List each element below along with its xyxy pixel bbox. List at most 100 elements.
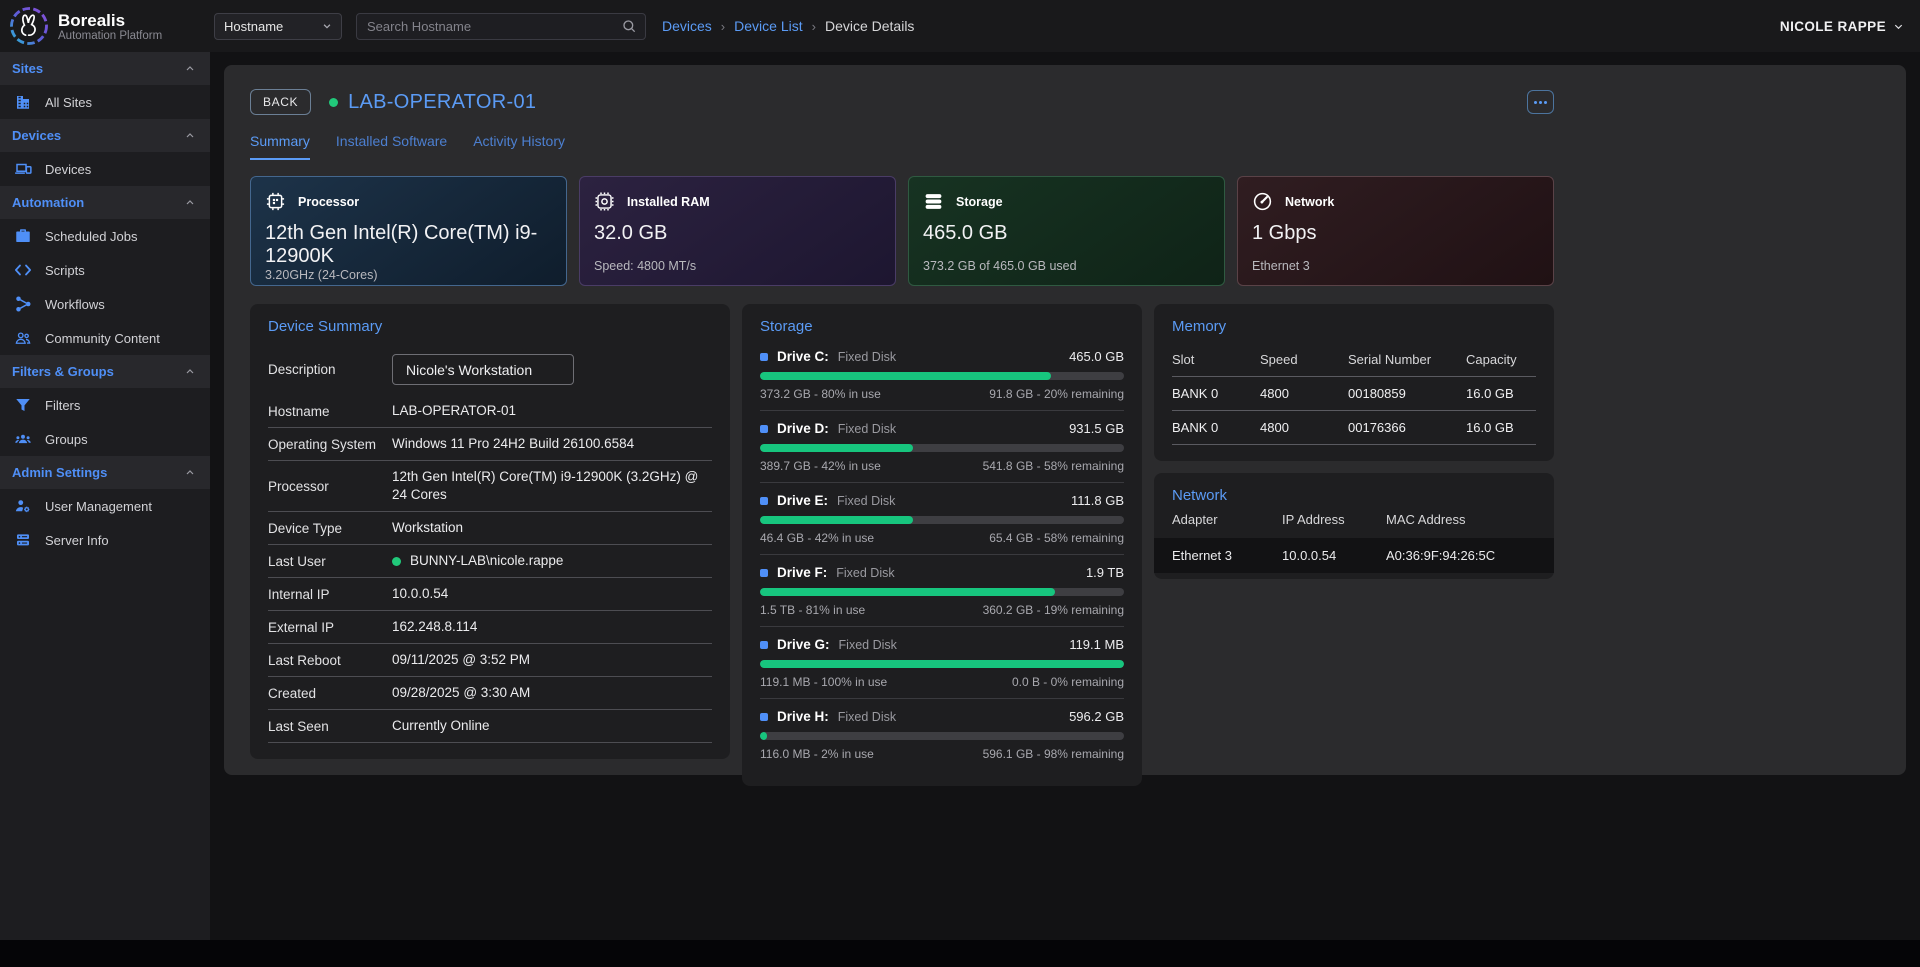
drive-used: 46.4 GB - 42% in use (760, 531, 875, 545)
chevron-up-icon (186, 199, 194, 204)
drive-remaining: 0.0 B - 0% remaining (1011, 675, 1124, 689)
drive-remaining: 91.8 GB - 20% remaining (989, 387, 1124, 401)
drive-name: Drive G: (777, 637, 830, 652)
drive-used: 119.1 MB - 100% in use (760, 675, 888, 689)
summary-row-description: Description (268, 347, 712, 395)
section-label: Sites (12, 61, 44, 76)
sidebar-section-filters-groups[interactable]: Filters & Groups (0, 355, 210, 388)
device-summary-panel: Device Summary Description Hostname LAB-… (250, 304, 730, 759)
summary-row-processor: Processor 12th Gen Intel(R) Core(TM) i9-… (268, 461, 712, 512)
drive-size: 931.5 GB (1069, 421, 1124, 436)
row-value: LAB-OPERATOR-01 (392, 403, 517, 418)
stat-card-label: Installed RAM (627, 194, 710, 209)
section-label: Admin Settings (12, 465, 108, 480)
user-menu[interactable]: NICOLE RAPPE (1780, 19, 1904, 34)
sidebar-item-label: Server Info (45, 532, 109, 548)
section-label: Filters & Groups (12, 364, 114, 379)
drive-usage-bar (760, 660, 1124, 668)
drive-size: 596.2 GB (1069, 709, 1124, 724)
drive-remaining: 596.1 GB - 98% remaining (982, 747, 1124, 761)
sidebar-item-label: User Management (45, 498, 152, 514)
tab-installed-software[interactable]: Installed Software (335, 133, 448, 149)
code-icon (14, 264, 32, 276)
sidebar-item-label: Scheduled Jobs (45, 228, 138, 244)
stat-card-value: 32.0 GB (594, 222, 668, 244)
cpu-icon (266, 192, 285, 211)
section-label: Devices (12, 128, 62, 143)
sidebar-item-user-management[interactable]: User Management (0, 489, 210, 523)
topbar: Borealis Automation Platform Hostname De… (0, 0, 1920, 52)
sidebar-item-scheduled-jobs[interactable]: Scheduled Jobs (0, 219, 210, 253)
summary-row-external-ip: External IP 162.248.8.114 (268, 611, 712, 644)
breadcrumb-device-list[interactable]: Device List (734, 18, 803, 34)
sidebar-item-community-content[interactable]: Community Content (0, 321, 210, 355)
sidebar-item-workflows[interactable]: Workflows (0, 287, 210, 321)
drive-used: 1.5 TB - 81% in use (760, 603, 866, 617)
column-header: Speed (1260, 352, 1298, 367)
storage-icon (925, 194, 942, 209)
device-details-card: BACK LAB-OPERATOR-01 Summary Installed S… (224, 65, 1906, 786)
sidebar-section-automation[interactable]: Automation (0, 186, 210, 219)
chevron-up-icon (186, 132, 194, 137)
drive-used: 389.7 GB - 42% in use (760, 459, 881, 473)
user-online-dot (392, 556, 401, 566)
sidebar-item-label: Devices (45, 161, 92, 177)
cell-slot: BANK 0 (1172, 386, 1219, 401)
search-input[interactable] (357, 18, 621, 34)
sidebar-item-server-info[interactable]: Server Info (0, 523, 210, 557)
row-label: Operating System (268, 436, 377, 452)
drive-used: 116.0 MB - 2% in use (760, 747, 874, 761)
drive-type: Fixed Disk (837, 493, 896, 508)
device-header: BACK LAB-OPERATOR-01 (250, 89, 1554, 115)
breadcrumb-devices[interactable]: Devices (662, 18, 712, 34)
briefcase-icon (16, 229, 30, 242)
summary-row-last-reboot: Last Reboot 09/11/2025 @ 3:52 PM (268, 644, 712, 677)
filter-icon (16, 399, 30, 411)
stat-card-footer: 373.2 GB of 465.0 GB used (923, 259, 1077, 273)
drive-row-f: Drive F: Fixed Disk 1.9 TB 1.5 TB - 81% … (760, 555, 1124, 627)
stat-card-footer: Ethernet 3 (1252, 259, 1310, 273)
network-panel: Network Adapter IP Address MAC Address E… (1154, 473, 1554, 579)
row-label: Last Reboot (268, 652, 341, 668)
workflow-icon (16, 296, 31, 312)
groups-icon (15, 434, 31, 444)
sidebar-item-groups[interactable]: Groups (0, 422, 210, 456)
summary-row-device-type: Device Type Workstation (268, 512, 712, 545)
breadcrumb-separator: › (811, 18, 816, 34)
tab-activity-history[interactable]: Activity History (473, 133, 565, 149)
people-icon (15, 332, 31, 344)
stat-card-label: Network (1285, 194, 1335, 209)
sidebar-section-sites[interactable]: Sites (0, 52, 210, 85)
drive-row-g: Drive G: Fixed Disk 119.1 MB 119.1 MB - … (760, 627, 1124, 699)
sidebar-item-filters[interactable]: Filters (0, 388, 210, 422)
summary-row-internal-ip: Internal IP 10.0.0.54 (268, 578, 712, 611)
search-icon (623, 20, 636, 33)
back-button[interactable]: BACK (250, 89, 312, 115)
more-options-button[interactable] (1527, 90, 1554, 114)
tab-bar: Summary Installed Software Activity Hist… (250, 133, 1554, 160)
drive-usage-bar (760, 516, 1124, 524)
sidebar-section-admin-settings[interactable]: Admin Settings (0, 456, 210, 489)
sidebar-section-devices[interactable]: Devices (0, 119, 210, 152)
drive-size: 119.1 MB (1069, 637, 1124, 652)
sidebar-item-scripts[interactable]: Scripts (0, 253, 210, 287)
sidebar-item-devices[interactable]: Devices (0, 152, 210, 186)
stat-card-footer: 3.20GHz (24-Cores) (265, 268, 378, 282)
tab-summary[interactable]: Summary (250, 133, 310, 160)
column-header: IP Address (1282, 512, 1345, 527)
stat-card-label: Storage (956, 194, 1003, 209)
cell-adapter: Ethernet 3 (1172, 548, 1232, 563)
cell-capacity: 16.0 GB (1466, 420, 1514, 435)
panel-title: Storage (760, 318, 813, 335)
storage-card: Storage 465.0 GB 373.2 GB of 465.0 GB us… (908, 176, 1225, 286)
network-card: Network 1 Gbps Ethernet 3 (1237, 176, 1554, 286)
description-input[interactable] (392, 354, 574, 385)
sidebar-item-all-sites[interactable]: All Sites (0, 85, 210, 119)
page-title: LAB-OPERATOR-01 (348, 90, 537, 113)
hostname-filter-select[interactable]: Hostname (214, 12, 342, 40)
drive-row-c: Drive C: Fixed Disk 465.0 GB 373.2 GB - … (760, 339, 1124, 411)
brand-name: Borealis (58, 10, 126, 30)
drive-name: Drive D: (777, 421, 829, 436)
summary-row-hostname: Hostname LAB-OPERATOR-01 (268, 395, 712, 428)
sidebar: Sites All Sites Devices Devices Automati… (0, 52, 210, 940)
